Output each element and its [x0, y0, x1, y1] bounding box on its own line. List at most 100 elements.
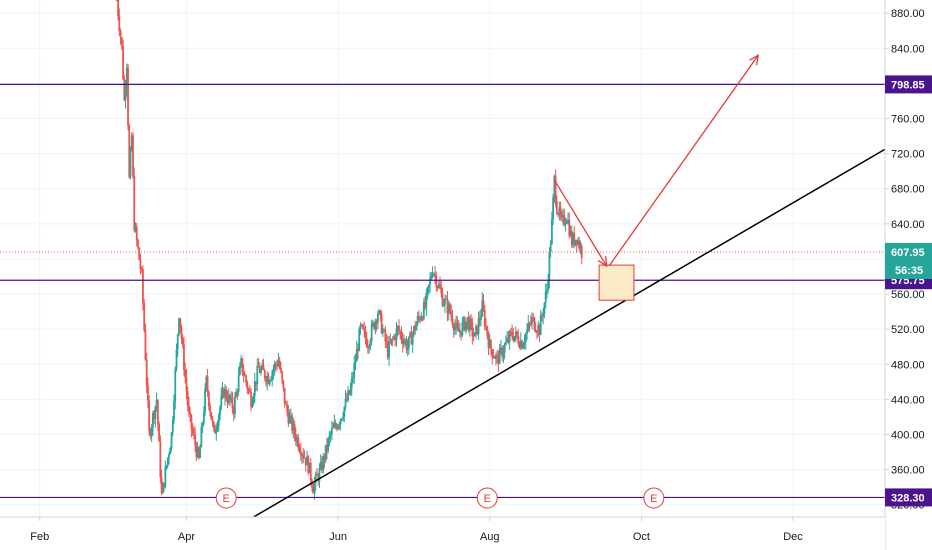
- candle-body: [159, 441, 162, 478]
- candle-body: [415, 323, 418, 331]
- candle-body: [212, 421, 215, 429]
- candle-body: [302, 454, 305, 458]
- candle-body: [578, 240, 581, 249]
- candle-body: [376, 313, 379, 324]
- candle-body: [543, 303, 546, 315]
- candle-body: [268, 380, 271, 384]
- candle-body: [281, 371, 284, 381]
- candle-body: [119, 30, 122, 38]
- candle-body: [175, 349, 178, 370]
- candle-body: [425, 292, 428, 308]
- candle-body: [328, 435, 331, 440]
- candle-body: [408, 336, 410, 348]
- candle-body: [293, 423, 296, 435]
- candle-body: [263, 370, 266, 379]
- candle-body: [205, 376, 208, 389]
- candle-body: [337, 425, 339, 430]
- candle-body: [270, 379, 272, 381]
- candle-body: [426, 287, 429, 293]
- candle-body: [537, 325, 540, 333]
- candle-body: [240, 358, 243, 366]
- candle-body: [393, 336, 395, 339]
- candle-body: [246, 382, 249, 390]
- candle-body: [195, 445, 198, 457]
- candle-body: [308, 462, 311, 473]
- candle-body: [202, 412, 205, 424]
- candle-body: [340, 418, 343, 420]
- candle-body: [577, 240, 579, 245]
- candle-body: [432, 273, 435, 275]
- candle-body: [168, 454, 170, 458]
- candle-body: [199, 447, 202, 459]
- candle-body: [312, 487, 315, 494]
- candle-body: [429, 278, 431, 285]
- earnings-marker-label: E: [650, 493, 657, 505]
- level-label: 798.85: [891, 79, 925, 91]
- level-label-background: [885, 488, 932, 507]
- candle-body: [206, 376, 209, 392]
- candle-body: [475, 325, 477, 333]
- earnings-marker-label: E: [484, 493, 491, 505]
- candle-body: [388, 341, 390, 358]
- candle-body: [145, 359, 148, 386]
- candle-body: [347, 390, 349, 401]
- candle-body: [183, 344, 185, 371]
- candle-body: [299, 451, 302, 456]
- candle-body: [256, 365, 259, 385]
- candle-body: [463, 317, 466, 331]
- candle-body: [287, 411, 290, 424]
- candle-body: [457, 328, 460, 332]
- time-tick-label: Apr: [178, 531, 195, 543]
- price-tick-label: 400.00: [891, 429, 925, 441]
- earnings-marker: [215, 487, 237, 509]
- candle-body: [480, 316, 482, 320]
- candle-body: [483, 309, 486, 326]
- candle-body: [124, 88, 127, 100]
- candle-body: [529, 323, 532, 325]
- candle-body: [333, 423, 336, 428]
- candle-body: [238, 365, 241, 375]
- time-tick-label: Dec: [783, 531, 803, 543]
- candle-body: [260, 368, 262, 373]
- candle-body: [507, 338, 510, 342]
- price-tick-label: 680.00: [891, 184, 925, 196]
- candle-body: [552, 197, 555, 220]
- candle-body: [241, 358, 244, 373]
- candle-body: [135, 226, 138, 240]
- candle-body: [314, 474, 317, 484]
- candle-body: [266, 375, 269, 383]
- candle-body: [311, 480, 313, 488]
- candle-body: [373, 322, 376, 330]
- candle-body: [424, 302, 426, 308]
- candle-body: [406, 347, 409, 350]
- candle-body: [128, 125, 131, 178]
- candle-body: [349, 388, 352, 395]
- candle-body: [451, 316, 454, 325]
- arrow-up-shaft: [608, 54, 759, 267]
- price-tick-label: 840.00: [891, 43, 925, 55]
- candle-body: [286, 404, 289, 412]
- candle-body: [467, 317, 470, 331]
- candle-body: [348, 390, 351, 395]
- candle-body: [292, 423, 295, 431]
- candle-body: [542, 314, 545, 317]
- candle-body: [280, 367, 282, 372]
- candle-body: [329, 433, 332, 436]
- candle-body: [544, 291, 547, 304]
- current-price-label-background: [885, 242, 932, 279]
- candle-body: [304, 458, 307, 466]
- candle-body: [509, 331, 512, 333]
- candle-body: [219, 407, 221, 415]
- candle-body: [519, 340, 522, 348]
- candle-body: [303, 457, 306, 459]
- candle-body: [539, 315, 542, 335]
- candle-body: [165, 465, 168, 468]
- price-tick-label: 880.00: [891, 8, 925, 20]
- price-tick-label: 640.00: [891, 219, 925, 231]
- candle-body: [513, 336, 516, 341]
- candle-body: [161, 483, 164, 494]
- candle-body: [553, 176, 556, 198]
